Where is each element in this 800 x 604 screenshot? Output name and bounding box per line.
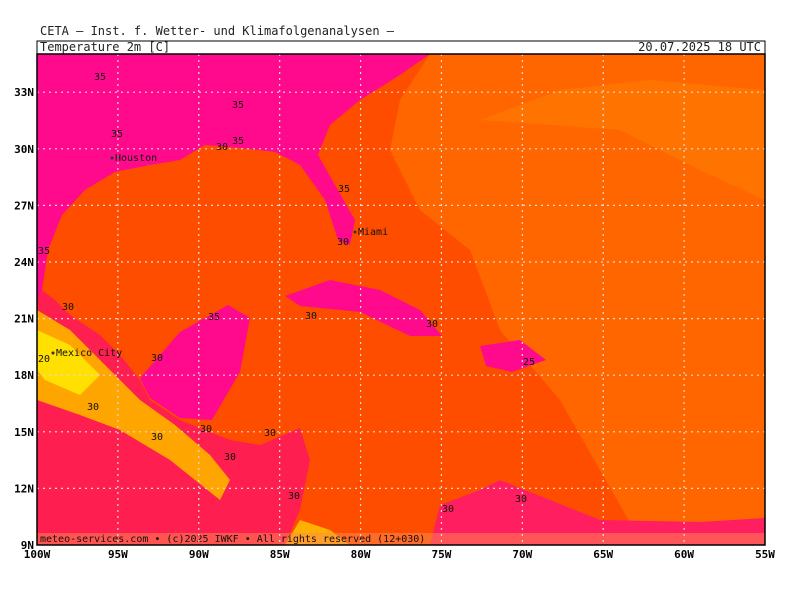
city-marker	[110, 156, 114, 160]
latitude-label: 27N	[14, 199, 34, 212]
footer-band	[37, 533, 765, 545]
latitude-label: 9N	[21, 539, 34, 552]
contour-label: 30	[305, 311, 317, 322]
longitude-label: 100W	[24, 548, 51, 561]
map-labels: 100W 95W 90W 85W 80W 75W 70W 65W 60W 55W 9N 12N 15N 1…	[14, 72, 775, 561]
city-marker	[51, 351, 55, 355]
contour-label: 35	[338, 184, 350, 195]
contour-label: 35	[232, 100, 244, 111]
land-plateau	[37, 330, 100, 395]
longitude-label: 70W	[512, 548, 532, 561]
city-name: Miami	[358, 227, 388, 238]
valid-time: 20.07.2025 18 UTC	[638, 40, 761, 54]
latitude-label: 33N	[14, 86, 34, 99]
source-header: CETA – Inst. f. Wetter- und Klimafolgena…	[40, 24, 395, 38]
longitude-label: 60W	[674, 548, 694, 561]
contour-label: 30	[151, 353, 163, 364]
land-south-america	[430, 480, 765, 545]
map-area	[37, 54, 765, 545]
contour-label: 30	[442, 504, 454, 515]
latitude-label: 24N	[14, 256, 34, 269]
contour-label: 35	[94, 72, 106, 83]
contour-label: 30	[224, 452, 236, 463]
field-title: Temperature 2m [C]	[40, 40, 170, 54]
longitude-label: 85W	[270, 548, 290, 561]
latitude-label: 21N	[14, 313, 34, 326]
ocean-coolest	[480, 80, 765, 200]
land-yucatan	[140, 305, 250, 420]
contour-label: 30	[264, 428, 276, 439]
latitude-label: 30N	[14, 143, 34, 156]
land-cuba	[285, 280, 442, 336]
longitude-label: 75W	[432, 548, 452, 561]
footer-credit: meteo-services.com • (c)2025 IWKF • All …	[40, 534, 425, 545]
longitude-label: 65W	[593, 548, 613, 561]
land-usa	[37, 54, 430, 300]
contour-label: 35	[208, 312, 220, 323]
city-name: Mexico City	[56, 348, 122, 359]
longitude-label: 55W	[755, 548, 775, 561]
contour-label: 20	[38, 354, 50, 365]
land-mexico-central-america	[37, 290, 310, 545]
city-name: Houston	[115, 153, 157, 164]
latitude-label: 15N	[14, 426, 34, 439]
land-hispaniola	[480, 340, 546, 372]
contour-label: 30	[87, 402, 99, 413]
city-marker	[353, 230, 357, 234]
contour-label: 25	[523, 357, 535, 368]
contour-label: 30	[151, 432, 163, 443]
longitude-label: 90W	[189, 548, 209, 561]
ocean-cooler	[390, 54, 765, 540]
contour-label: 30	[200, 424, 212, 435]
map-frame	[36, 53, 766, 546]
contour-label: 30	[337, 237, 349, 248]
latitude-label: 18N	[14, 369, 34, 382]
land-highlands	[37, 310, 230, 500]
contour-label: 35	[111, 129, 123, 140]
contour-label: 30	[288, 491, 300, 502]
latitude-label: 12N	[14, 482, 34, 495]
contour-label: 30	[62, 302, 74, 313]
contour-label: 35	[38, 246, 50, 257]
contour-label: 30	[426, 319, 438, 330]
longitude-label: 95W	[108, 548, 128, 561]
graticule	[37, 54, 765, 545]
longitude-label: 80W	[351, 548, 371, 561]
contour-label: 35	[232, 136, 244, 147]
contour-label: 30	[216, 142, 228, 153]
contour-label: 30	[515, 494, 527, 505]
